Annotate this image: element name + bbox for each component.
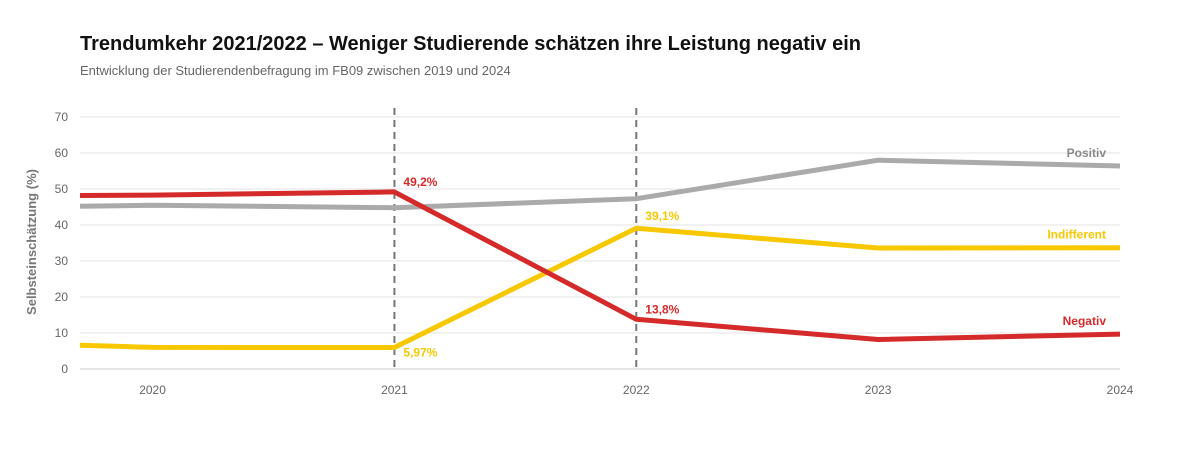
chart-subtitle: Entwicklung der Studierendenbefragung im… — [80, 63, 511, 78]
y-tick-label: 20 — [55, 290, 69, 304]
series-label-positiv: Positiv — [1067, 146, 1107, 160]
series-line-indifferent — [79, 225, 1121, 350]
data-label: 49,2% — [403, 175, 437, 189]
y-tick-label: 50 — [55, 182, 69, 196]
series-label-negativ: Negativ — [1063, 314, 1107, 328]
data-label: 39,1% — [645, 209, 679, 223]
series-line-negativ — [79, 189, 1121, 342]
series-label-indifferent: Indifferent — [1047, 228, 1106, 242]
y-tick-label: 10 — [55, 326, 69, 340]
x-tick-label: 2022 — [623, 383, 650, 397]
x-tick-label: 2023 — [865, 383, 892, 397]
series-line-positiv — [79, 157, 1121, 211]
y-tick-label: 0 — [61, 362, 68, 376]
x-tick-label: 2020 — [139, 383, 166, 397]
y-tick-label: 70 — [55, 110, 69, 124]
y-tick-label: 60 — [55, 146, 69, 160]
y-axis-label: Selbsteinschätzung (%) — [24, 169, 39, 315]
data-label: 5,97% — [403, 346, 437, 360]
x-tick-label: 2021 — [381, 383, 408, 397]
x-tick-label: 2024 — [1107, 383, 1134, 397]
y-tick-label: 30 — [55, 254, 69, 268]
chart-title: Trendumkehr 2021/2022 – Weniger Studiere… — [80, 33, 861, 55]
y-tick-label: 40 — [55, 218, 69, 232]
data-label: 13,8% — [645, 302, 679, 316]
